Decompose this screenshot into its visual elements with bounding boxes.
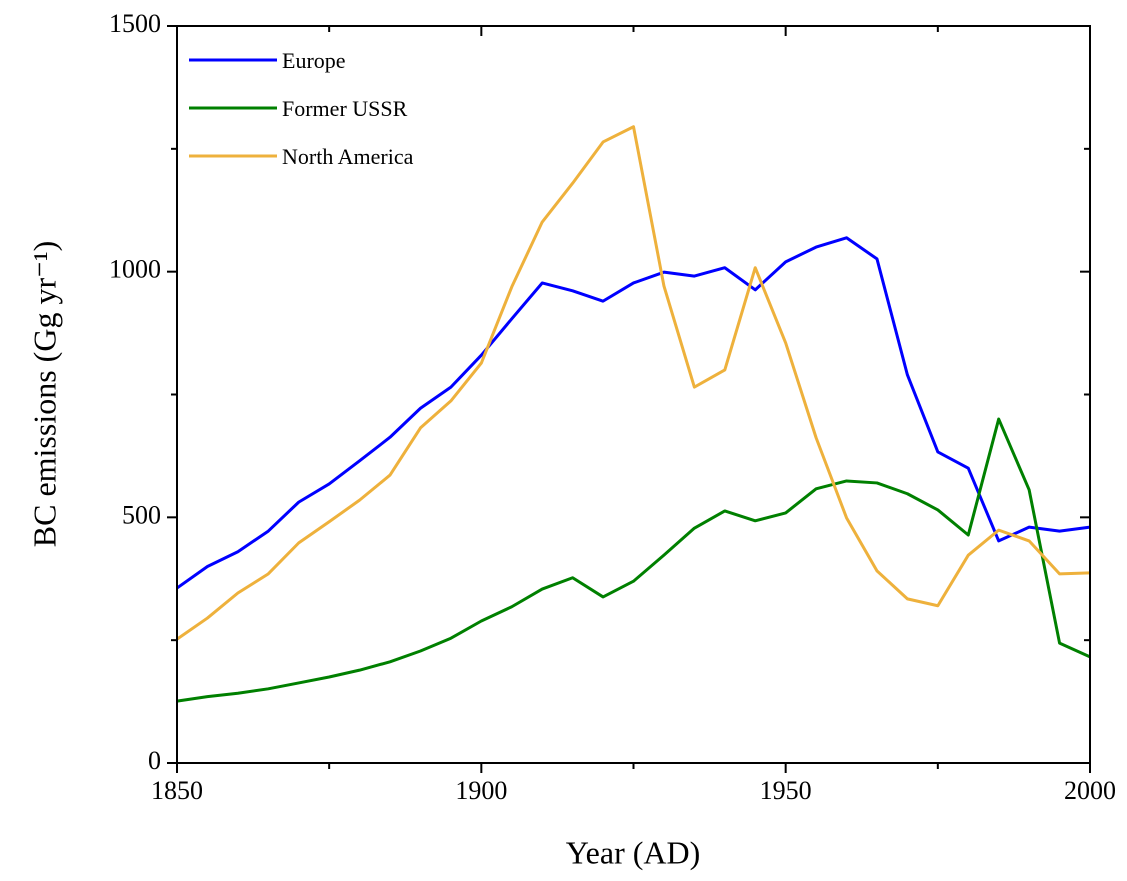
x-tick-label: 1900 xyxy=(455,776,507,805)
series-line xyxy=(176,125,1091,641)
plot-frame xyxy=(176,25,1091,764)
x-tick-label: 2000 xyxy=(1064,776,1116,805)
series-line xyxy=(176,236,1091,590)
y-tick-label: 1000 xyxy=(109,255,161,284)
x-tick-label: 1950 xyxy=(760,776,812,805)
legend-label: North America xyxy=(282,144,414,169)
y-axis-title: BC emissions (Gg yr⁻¹) xyxy=(26,241,62,547)
y-tick-label: 500 xyxy=(122,500,161,529)
x-tick-label: 1850 xyxy=(151,776,203,805)
y-tick-label: 1500 xyxy=(109,9,161,38)
series-line xyxy=(176,417,1091,703)
y-tick-label: 0 xyxy=(148,746,161,775)
x-axis-title: Year (AD) xyxy=(566,834,701,870)
legend-label: Europe xyxy=(282,48,346,73)
legend-label: Former USSR xyxy=(282,96,408,121)
